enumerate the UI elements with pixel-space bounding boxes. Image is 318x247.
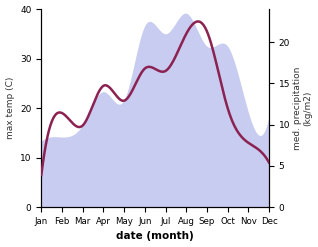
Y-axis label: med. precipitation
(kg/m2): med. precipitation (kg/m2) <box>293 66 313 150</box>
X-axis label: date (month): date (month) <box>116 231 194 242</box>
Y-axis label: max temp (C): max temp (C) <box>5 77 15 139</box>
